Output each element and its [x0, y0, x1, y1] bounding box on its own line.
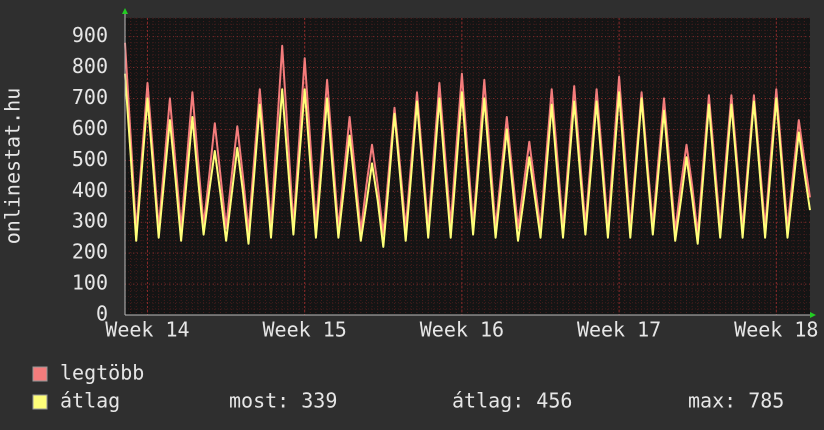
y-tick-label: 300: [72, 209, 108, 233]
y-tick-label: 400: [72, 178, 108, 202]
legend-swatch: [32, 366, 48, 382]
y-tick-label: 700: [72, 85, 108, 109]
stat: max: 785: [688, 389, 784, 413]
axis-arrow: [122, 8, 128, 14]
x-tick-label: Week 17: [577, 318, 661, 342]
y-tick-label: 500: [72, 147, 108, 171]
x-tick-label: Week 18: [734, 318, 818, 342]
x-tick-label: Week 15: [263, 318, 347, 342]
series-line: [124, 42, 811, 236]
x-tick-label: Week 14: [105, 318, 189, 342]
legend-swatch: [32, 394, 48, 410]
y-tick-label: 900: [72, 23, 108, 47]
stat: átlag: 456: [452, 389, 572, 413]
series-line: [124, 73, 811, 248]
legend-label: legtöbb: [60, 361, 144, 385]
y-tick-label: 600: [72, 116, 108, 140]
y-tick-label: 800: [72, 54, 108, 78]
y-tick-label: 200: [72, 240, 108, 264]
y-axis-label: onlinestat.hu: [1, 88, 25, 245]
legend-label: átlag: [60, 389, 120, 413]
y-tick-label: 0: [96, 302, 108, 326]
axis-arrow: [810, 312, 816, 318]
x-tick-label: Week 16: [420, 318, 504, 342]
stat: most: 339: [229, 389, 337, 413]
y-tick-label: 100: [72, 271, 108, 295]
